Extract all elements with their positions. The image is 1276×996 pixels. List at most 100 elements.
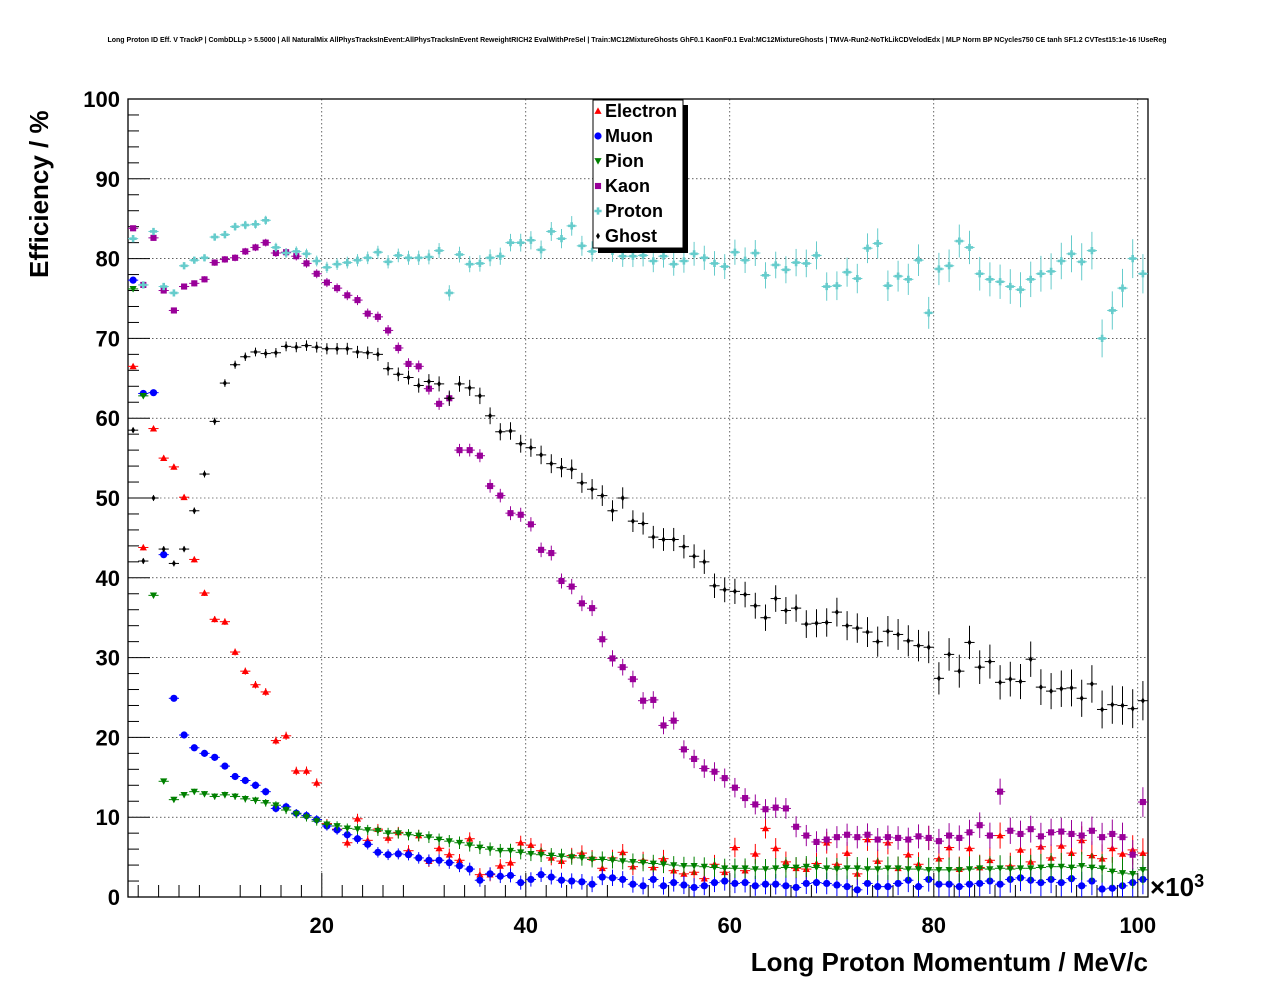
data-point-pion [925,866,933,874]
data-point-pion [731,865,739,872]
data-point-electron [302,767,311,774]
data-point-proton [190,256,198,264]
data-point-pion [863,866,872,873]
data-point-proton [1108,306,1116,315]
data-point-pion [445,838,453,845]
data-point-pion [619,858,627,865]
data-point-electron [445,851,453,858]
data-point-ghost [222,379,227,387]
data-point-kaon [201,276,208,283]
data-point-pion [812,864,821,872]
data-point-electron [506,859,515,866]
data-point-electron [965,844,974,852]
data-point-proton [894,272,902,280]
data-point-proton [455,251,464,259]
data-point-pion [568,854,576,861]
data-point-ghost [600,492,605,499]
data-point-kaon [191,280,198,287]
data-point-pion [527,851,535,858]
data-point-muon [935,880,943,888]
data-point-ghost [681,543,686,550]
data-point-kaon [650,696,657,703]
data-point-pion [741,865,749,872]
data-point-muon [1098,885,1106,893]
data-point-kaon [1027,826,1034,833]
data-point-muon [506,871,515,880]
data-point-muon [455,862,464,870]
series-proton [128,215,1148,358]
data-point-kaon [313,270,320,277]
data-point-muon [1037,879,1045,887]
data-point-muon [415,854,423,862]
data-point-proton [1139,270,1147,278]
data-point-proton [435,247,443,255]
data-point-ghost [967,639,972,646]
data-point-proton [353,256,362,264]
data-point-muon [863,879,872,888]
data-point-proton [547,227,555,236]
data-point-kaon [895,834,902,842]
data-point-muon [537,871,545,879]
data-point-kaon [568,583,575,590]
y-tick-label: 80 [96,247,120,272]
data-point-proton [833,282,841,290]
data-point-proton [751,249,759,257]
data-point-muon [476,876,484,884]
data-point-kaon [629,676,636,683]
y-tick-label: 30 [96,646,120,671]
data-point-muon [710,879,719,887]
data-point-ghost [457,380,462,388]
data-point-ghost [1059,685,1064,692]
data-point-proton [710,259,719,267]
data-point-pion [313,818,321,825]
data-point-ghost [610,507,615,515]
data-point-pion [945,866,953,874]
data-point-ghost [651,533,656,541]
data-point-proton [241,221,249,229]
data-point-proton [629,252,637,260]
data-point-electron [343,839,351,846]
data-point-muon [741,879,749,887]
data-point-ghost [386,365,391,372]
data-point-muon [833,881,841,889]
data-point-ghost [732,588,737,595]
data-point-electron [353,815,362,822]
data-point-kaon [272,249,279,257]
data-point-ghost [1089,680,1094,688]
data-point-muon [527,875,535,884]
data-point-electron [272,736,280,744]
data-point-proton [925,309,933,317]
data-point-kaon [793,823,800,830]
data-point-ghost [579,479,584,487]
data-point-pion [853,865,861,872]
data-point-pion [537,851,545,859]
data-point-electron [262,688,270,695]
data-point-kaon [558,577,565,585]
data-point-ghost [906,637,911,645]
data-point-proton [588,247,596,256]
data-point-kaon [731,784,738,791]
data-point-proton [506,239,515,247]
data-point-pion [986,866,994,873]
data-point-proton [282,249,290,257]
data-point-pion [415,832,423,840]
data-point-ghost [365,349,370,357]
data-point-ghost [131,426,136,434]
data-point-proton [1078,258,1086,266]
data-point-pion [823,865,831,872]
data-point-proton [364,254,372,262]
data-point-pion [598,856,606,864]
data-point-proton [690,250,698,258]
legend-entry-ghost: Ghost [596,226,657,246]
data-point-ghost [763,614,768,621]
data-point-proton [1006,282,1014,291]
data-point-pion [404,831,413,839]
data-point-proton [149,227,158,236]
data-point-ghost [141,557,146,565]
data-point-kaon [130,225,137,232]
data-point-kaon [670,717,677,724]
data-point-pion [1118,870,1127,877]
data-point-muon [353,835,362,843]
data-point-pion [680,862,688,870]
data-point-pion [1016,865,1025,872]
